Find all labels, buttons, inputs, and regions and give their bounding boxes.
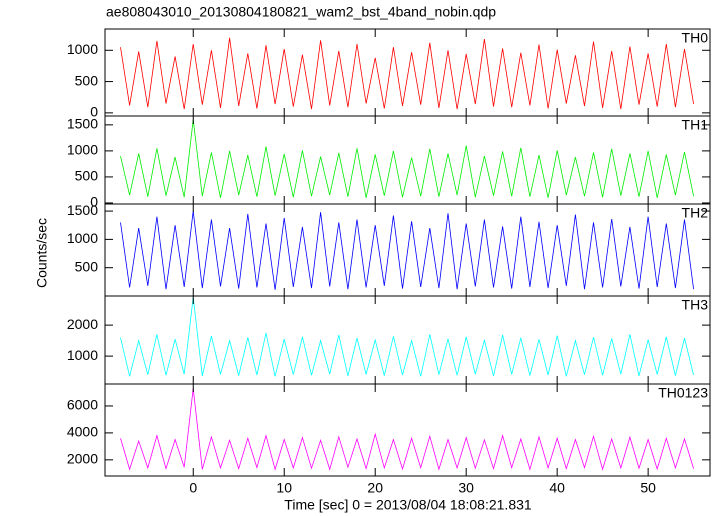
x-tick-label: 0	[189, 480, 197, 496]
panel-label: TH0123	[658, 385, 708, 401]
x-tick-label: 40	[549, 480, 565, 496]
light-curve	[120, 119, 694, 198]
y-tick-label: 2000	[67, 316, 98, 332]
light-curve	[120, 211, 694, 290]
y-tick-label: 4000	[67, 424, 98, 440]
panel-label: TH0	[682, 30, 709, 46]
panel-frame	[104, 295, 711, 385]
y-tick-label: 0	[90, 194, 98, 210]
panel-label: TH2	[682, 205, 709, 221]
y-axis-label: Counts/sec	[34, 218, 50, 288]
x-tick-label: 30	[458, 480, 474, 496]
y-tick-label: 1000	[67, 41, 98, 57]
panel-label: TH1	[682, 117, 709, 133]
y-tick-label: 500	[75, 258, 99, 274]
panel-frame	[104, 115, 711, 205]
y-tick-label: 1500	[67, 116, 98, 132]
y-tick-label: 0	[90, 104, 98, 120]
y-tick-label: 500	[75, 168, 99, 184]
light-curve	[120, 37, 694, 110]
y-tick-label: 1000	[67, 142, 98, 158]
y-tick-label: 500	[75, 72, 99, 88]
panel-label: TH3	[682, 297, 709, 313]
y-tick-label: 1000	[67, 230, 98, 246]
panel-frame	[104, 383, 711, 477]
chart-title: ae808043010_20130804180821_wam2_bst_4ban…	[106, 4, 496, 20]
x-tick-label: 10	[276, 480, 292, 496]
light-curve	[120, 297, 694, 377]
panel-frame	[104, 28, 711, 117]
x-tick-label: 50	[640, 480, 656, 496]
y-tick-label: 1000	[67, 347, 98, 363]
x-axis-label: Time [sec] 0 = 2013/08/04 18:08:21.831	[284, 497, 532, 513]
light-curve	[120, 388, 694, 471]
y-tick-label: 6000	[67, 397, 98, 413]
y-tick-label: 2000	[67, 451, 98, 467]
y-tick-label: 1500	[67, 202, 98, 218]
x-tick-label: 20	[367, 480, 383, 496]
